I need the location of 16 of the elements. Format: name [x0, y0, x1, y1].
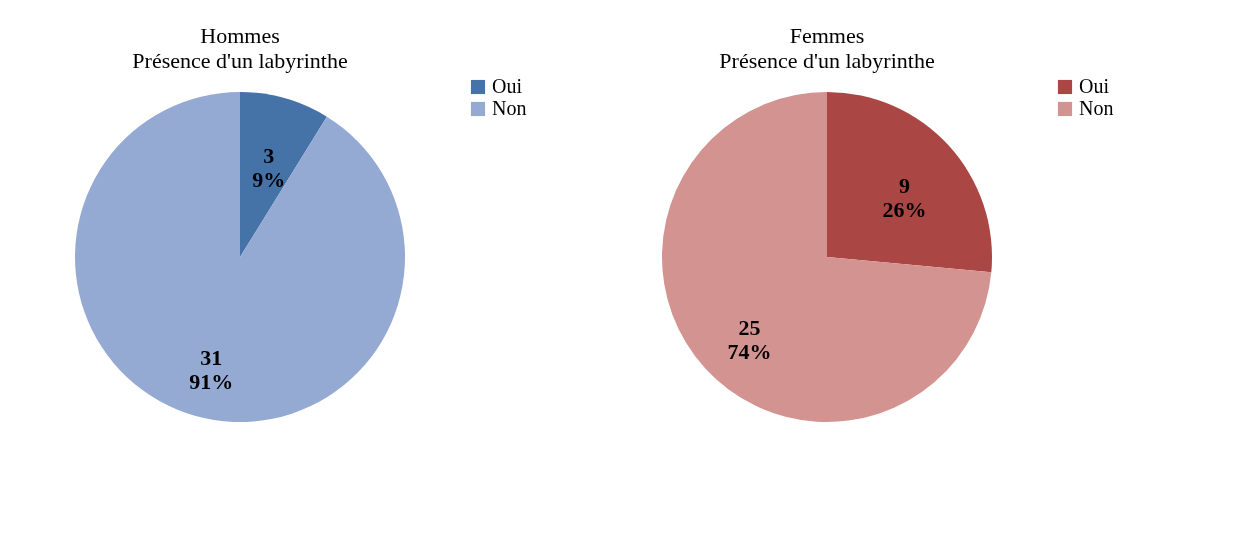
- pie-slice: [662, 92, 992, 422]
- legend-label: Oui: [1079, 75, 1110, 97]
- chart-title: Femmes: [789, 23, 865, 48]
- legend-label: Non: [492, 97, 527, 119]
- chart-title: Hommes: [200, 23, 280, 48]
- pie-slice: [827, 92, 992, 273]
- data-label: 9 26%: [882, 173, 927, 223]
- legend-label: Non: [1079, 97, 1114, 119]
- data-label: 3 9%: [252, 143, 286, 193]
- data-label: 31 91%: [189, 344, 234, 394]
- pie-slice: [240, 92, 327, 257]
- chart-subtitle: Présence d'un labyrinthe: [132, 48, 348, 73]
- legend-label: Oui: [492, 75, 523, 97]
- data-label: 25 74%: [727, 314, 772, 364]
- pie-slice: [75, 92, 405, 422]
- chart-subtitle: Présence d'un labyrinthe: [719, 48, 935, 73]
